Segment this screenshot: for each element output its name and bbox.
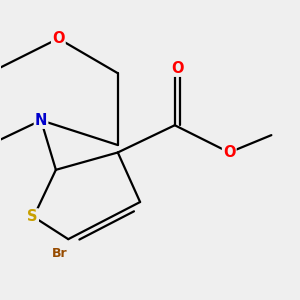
Text: O: O xyxy=(223,145,236,160)
Text: O: O xyxy=(52,31,64,46)
Text: N: N xyxy=(35,113,47,128)
Text: Br: Br xyxy=(52,247,67,260)
Text: S: S xyxy=(27,209,38,224)
Text: O: O xyxy=(172,61,184,76)
